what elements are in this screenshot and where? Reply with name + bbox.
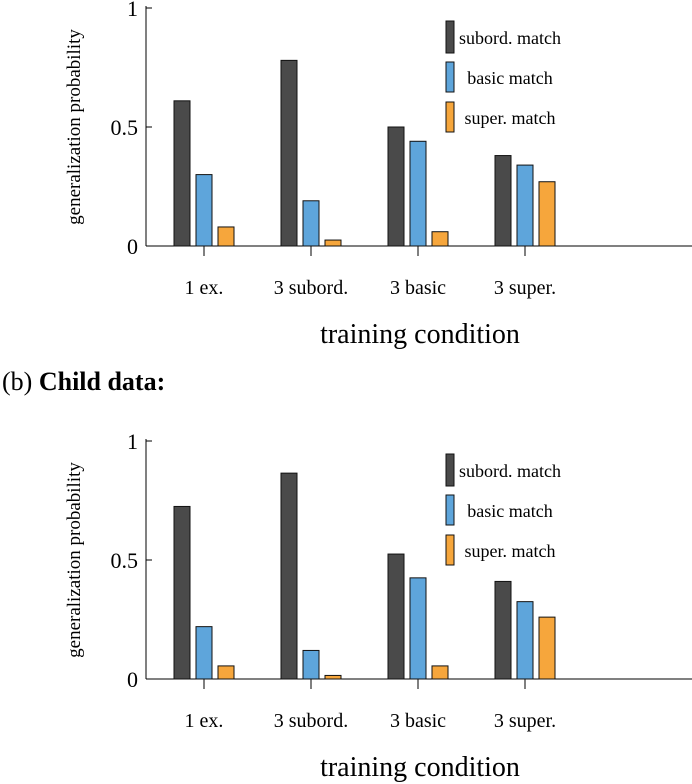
chart1-y-tick-label: 0 xyxy=(127,234,138,259)
chart1-bar-2-2 xyxy=(431,231,449,247)
chart2-legend-label-0: subord. match xyxy=(459,461,561,481)
chart1-bar-1-3 xyxy=(516,164,534,247)
chart1-x-tick-label: 1 ex. xyxy=(185,277,224,299)
chart1-x-tick-label: 3 super. xyxy=(494,277,556,299)
chart2-x-axis-label: training condition xyxy=(320,752,520,783)
chart2-legend-swatch-1 xyxy=(445,494,455,526)
chart1-bar-0-2 xyxy=(387,126,405,247)
chart1-bar-1-2 xyxy=(409,140,427,247)
chart2-legend-label-2: super. match xyxy=(465,541,556,561)
chart2-bar-2-2 xyxy=(431,665,449,680)
chart2-bar-0-0 xyxy=(173,505,191,680)
chart2-bar-1-1 xyxy=(302,649,320,680)
chart2-y-tick-label: 1 xyxy=(127,429,138,454)
chart1-y-tick-label: 0.5 xyxy=(111,115,139,140)
chart1-legend-label-1: basic match xyxy=(467,68,552,88)
chart1-legend-swatch-1 xyxy=(445,61,455,93)
chart2-y-tick-label: 0 xyxy=(127,667,138,692)
chart1-legend-swatch-2 xyxy=(445,101,455,133)
chart1-bar-2-1 xyxy=(324,239,342,247)
chart1-x-tick-label: 3 subord. xyxy=(274,277,348,299)
chart2-x-tick-label: 3 subord. xyxy=(274,710,348,732)
chart2-x-tick-label: 3 basic xyxy=(390,710,446,732)
chart1-bar-0-1 xyxy=(280,59,298,247)
chart2-bar-0-2 xyxy=(387,553,405,680)
chart1-legend-label-0: subord. match xyxy=(459,28,561,48)
chart2-bar-0-1 xyxy=(280,472,298,680)
chart2-x-tick-label: 1 ex. xyxy=(185,710,224,732)
chart1-x-tick-label: 3 basic xyxy=(390,277,446,299)
chart2-bar-2-3 xyxy=(538,616,556,680)
chart2-legend-swatch-2 xyxy=(445,534,455,566)
chart2-bar-1-0 xyxy=(195,626,213,680)
chart2-legend-label-1: basic match xyxy=(467,501,552,521)
panel-b-label: (b) Child data: xyxy=(2,367,165,396)
chart2-bar-1-3 xyxy=(516,601,534,680)
chart2-bar-1-2 xyxy=(409,577,427,680)
chart1-legend-label-2: super. match xyxy=(465,108,556,128)
chart2-x-tick-label: 3 super. xyxy=(494,710,556,732)
chart2-bar-0-3 xyxy=(494,580,512,680)
chart2-y-axis-label: generalization probability xyxy=(64,462,85,658)
chart1-x-axis-label: training condition xyxy=(320,319,520,350)
chart1-bar-2-0 xyxy=(217,226,235,247)
chart2-bar-2-0 xyxy=(217,665,235,680)
chart1-bar-0-3 xyxy=(494,155,512,247)
chart1-bar-0-0 xyxy=(173,100,191,247)
chart2-bar-2-1 xyxy=(324,674,342,680)
chart1-bar-1-0 xyxy=(195,174,213,247)
chart2-y-tick-label: 0.5 xyxy=(111,548,139,573)
chart1-bar-2-3 xyxy=(538,181,556,247)
chart1-y-axis-label: generalization probability xyxy=(64,29,85,225)
chart1-legend-swatch-0 xyxy=(445,20,455,54)
chart1-bar-1-1 xyxy=(302,200,320,247)
chart2-legend-swatch-0 xyxy=(445,453,455,487)
chart1-y-tick-label: 1 xyxy=(127,0,138,21)
